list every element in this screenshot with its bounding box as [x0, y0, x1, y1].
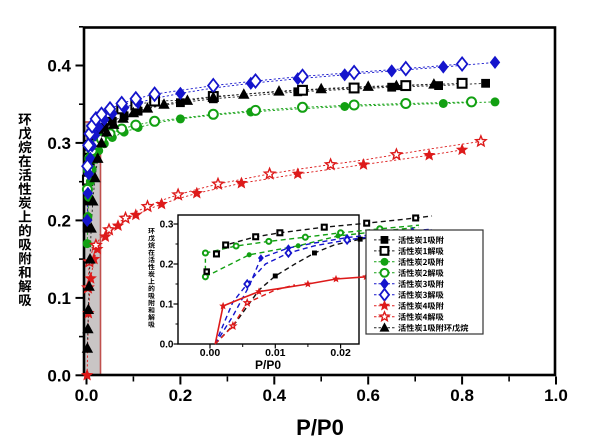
svg-text:0.2: 0.2 [47, 211, 71, 230]
svg-text:0.0: 0.0 [160, 340, 174, 351]
svg-text:1.0: 1.0 [544, 386, 568, 405]
svg-text:0.00: 0.00 [200, 347, 221, 359]
svg-text:0.4: 0.4 [47, 57, 71, 76]
svg-text:0.2: 0.2 [169, 386, 193, 405]
svg-text:0.1: 0.1 [160, 300, 174, 311]
svg-text:0.2: 0.2 [160, 260, 174, 271]
svg-text:0.1: 0.1 [47, 289, 71, 308]
svg-text:0.01: 0.01 [265, 347, 286, 359]
svg-text:P/P0: P/P0 [255, 358, 281, 372]
svg-text:0.3: 0.3 [160, 220, 174, 231]
svg-text:0.3: 0.3 [47, 134, 71, 153]
svg-text:0.6: 0.6 [356, 386, 380, 405]
svg-text:0.0: 0.0 [75, 386, 99, 405]
svg-text:0.0: 0.0 [47, 366, 71, 385]
svg-text:0.02: 0.02 [330, 347, 351, 359]
svg-text:0.8: 0.8 [450, 386, 474, 405]
svg-text:P/P0: P/P0 [296, 415, 344, 440]
svg-text:0.4: 0.4 [262, 386, 286, 405]
